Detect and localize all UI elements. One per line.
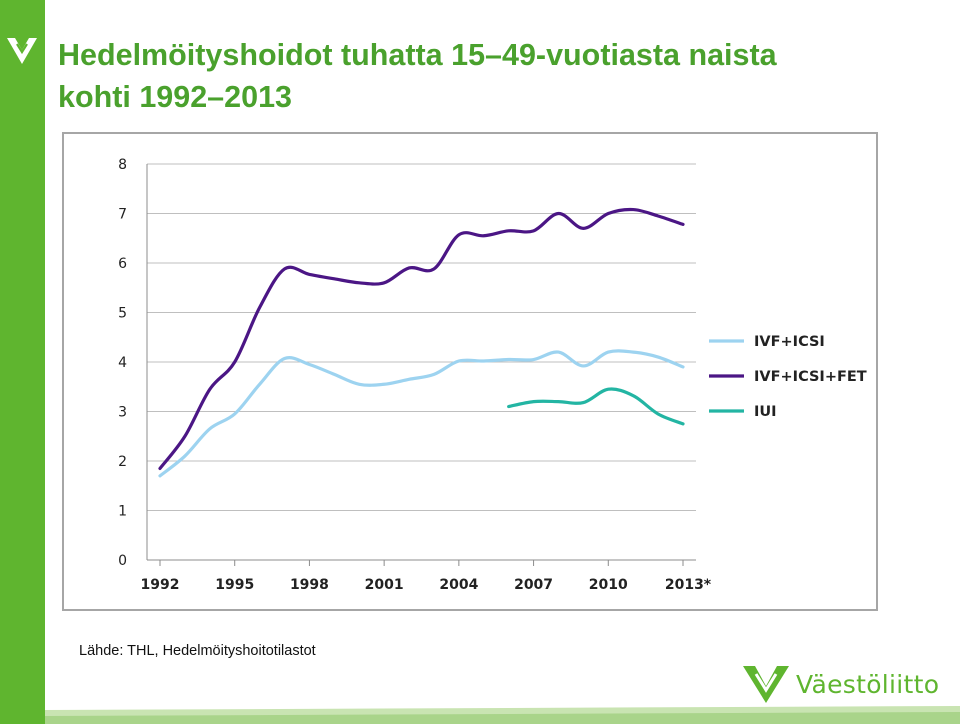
y-tick-label-6: 6 <box>118 256 127 272</box>
legend-label-iui: IUI <box>754 404 777 420</box>
bottom-stripe-decoration <box>45 706 960 724</box>
x-tick-label-2007: 2007 <box>514 577 553 593</box>
y-tick-label-5: 5 <box>118 306 127 322</box>
y-tick-label-8: 8 <box>118 157 127 173</box>
x-tick-label-2001: 2001 <box>365 577 404 593</box>
y-tick-label-4: 4 <box>118 355 127 371</box>
series-line-iui <box>507 387 685 426</box>
y-tick-label-1: 1 <box>118 504 127 520</box>
x-tick-label-2004: 2004 <box>439 577 478 593</box>
series-line-ivf-icsi-fet <box>158 207 685 471</box>
legend-label-ivf-icsi: IVF+ICSI <box>754 334 825 350</box>
page-title-line1: Hedelmöityshoidot tuhatta 15–49-vuotiast… <box>58 38 777 72</box>
y-tick-label-0: 0 <box>118 553 127 569</box>
line-chart: 0 1 2 3 4 5 6 7 8 1992 1995 1998 2001 2004 2007 2010 201… <box>118 157 867 593</box>
y-tick-label-2: 2 <box>118 454 127 470</box>
y-tick-label-3: 3 <box>118 405 127 421</box>
x-tick-label-2013: 2013* <box>665 577 712 593</box>
source-note: Lähde: THL, Hedelmöityshoitotilastot <box>79 643 316 659</box>
brand-name: Väestöliitto <box>796 670 940 699</box>
y-tick-label-7: 7 <box>118 207 127 223</box>
x-tick-label-1998: 1998 <box>290 577 329 593</box>
chart-frame: 0 1 2 3 4 5 6 7 8 1992 1995 1998 2001 2004 2007 2010 201… <box>62 132 878 611</box>
vaestoliitto-logo-icon <box>743 666 789 703</box>
side-accent-bar <box>0 0 45 724</box>
x-tick-label-1995: 1995 <box>215 577 254 593</box>
x-tick-label-2010: 2010 <box>589 577 628 593</box>
vaestoliitto-heart-icon <box>7 38 37 64</box>
page-title-line2: kohti 1992–2013 <box>58 80 292 114</box>
legend-label-ivf-icsi-fet: IVF+ICSI+FET <box>754 369 867 385</box>
x-tick-label-1992: 1992 <box>141 577 180 593</box>
series-line-ivf-icsi <box>158 349 685 478</box>
page-title: Hedelmöityshoidot tuhatta 15–49-vuotiast… <box>58 34 938 118</box>
